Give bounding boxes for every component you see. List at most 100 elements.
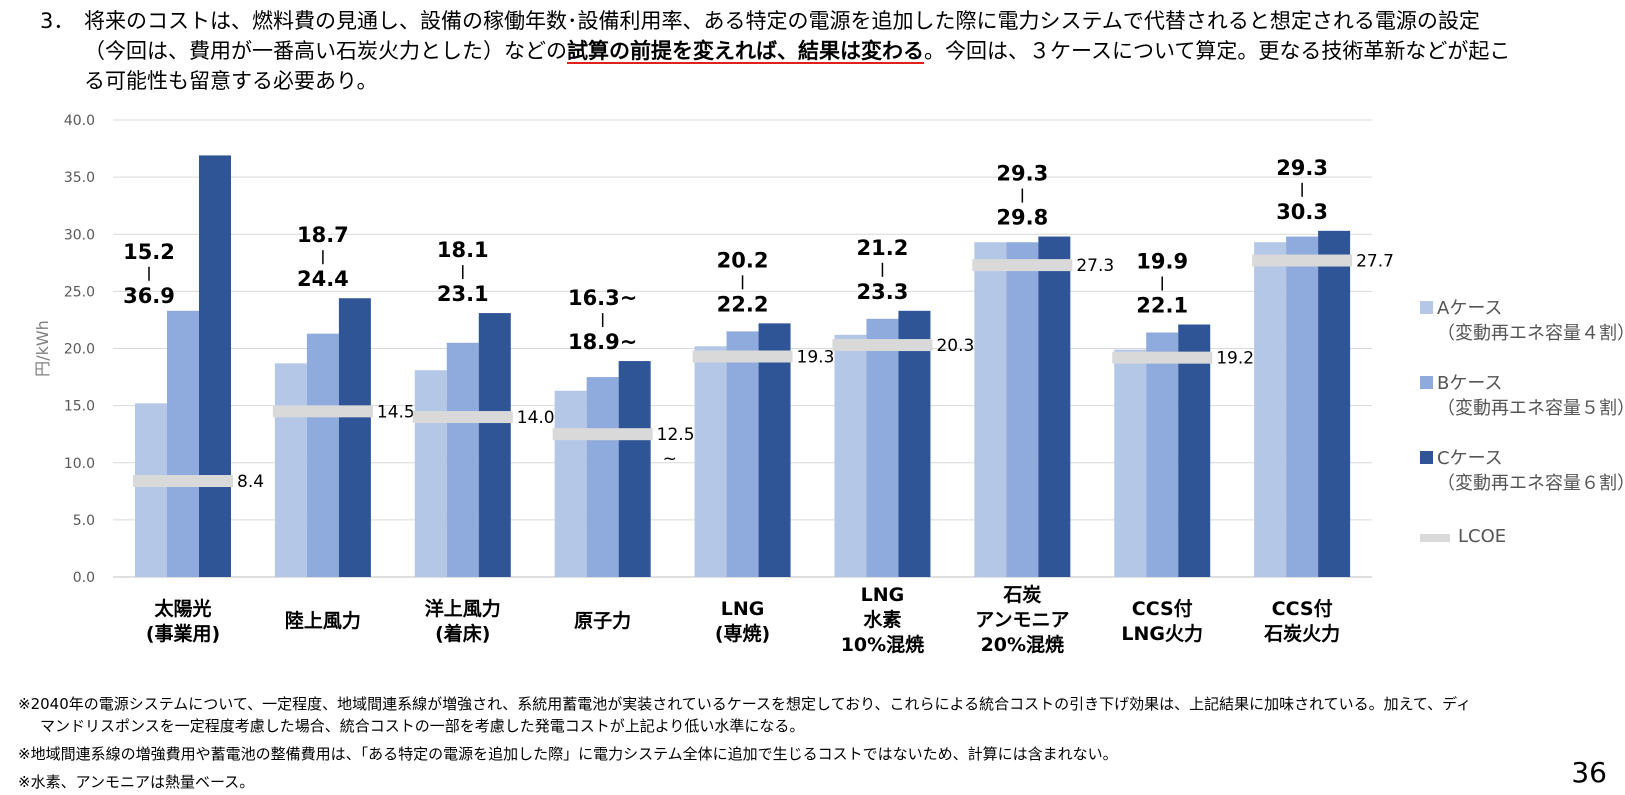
range-label-bottom: 22.1 [1136, 294, 1188, 318]
bar-a [1254, 242, 1287, 577]
legend-label-c: Cケース [1437, 448, 1503, 469]
range-label-top: 29.3 [996, 162, 1048, 186]
header-number: 3． [40, 9, 75, 33]
range-label-bottom: 23.1 [437, 282, 489, 306]
y-tick-label: 10.0 [64, 456, 95, 472]
y-tick-label: 40.0 [64, 113, 95, 129]
bar-a [694, 346, 727, 577]
range-label-bottom: 30.3 [1276, 200, 1328, 224]
bar-b [1146, 332, 1179, 577]
x-category-label: 陸上風力 [285, 609, 361, 632]
bar-c [898, 310, 931, 577]
lcoe-label: 27.3 [1076, 256, 1114, 276]
bar-c [618, 361, 651, 577]
x-category-label: (専焼) [715, 622, 770, 645]
bar-c [758, 323, 791, 577]
lcoe-label: 27.7 [1356, 252, 1394, 272]
range-label-top: 18.7 [297, 223, 349, 247]
range-label-top: 16.3~ [568, 286, 637, 310]
lcoe-marker [272, 405, 373, 418]
legend-swatch-a [1420, 301, 1433, 314]
x-category-label: 水素 [863, 608, 901, 631]
range-label-bottom: 36.9 [123, 284, 175, 308]
lcoe-label: 14.5 [377, 402, 415, 422]
legend-desc-b: （変動再エネ容量５割） [1437, 398, 1625, 419]
bar-c [1178, 324, 1211, 577]
bar-a [554, 390, 587, 577]
bar-b [726, 331, 759, 577]
footnote-1: ※2040年の電源システムについて、一定程度、地域間連系線が増強され、系統用蓄電… [18, 695, 1472, 713]
legend-desc-a: （変動再エネ容量４割） [1437, 323, 1625, 344]
lcoe-label: 12.5 [657, 425, 695, 445]
legend-label-b: Bケース [1437, 373, 1503, 394]
x-category-label: 石炭火力 [1263, 622, 1340, 645]
legend-desc-c: （変動再エネ容量６割） [1437, 473, 1625, 494]
footnote-1-cont: マンドリスポンスを一定程度考慮した場合、統合コストの一部を考慮した発電コストが上… [40, 717, 805, 735]
y-axis-title: 円/kWh [33, 320, 52, 377]
x-category-label: LNG火力 [1121, 622, 1203, 645]
footnote-2: ※地域間連系線の増強費用や蓄電池の整備費用は、「ある特定の電源を追加した際」に電… [18, 745, 1118, 763]
legend-swatch-lcoe [1420, 534, 1450, 542]
bar-c [338, 298, 371, 577]
y-tick-label: 5.0 [73, 513, 95, 529]
bar-b [1286, 236, 1319, 577]
bar-c [478, 313, 511, 577]
header-line-2-post: 。今回は、３ケースについて算定。更なる技術革新などが起こ [924, 39, 1511, 63]
x-category-label: (事業用) [146, 622, 220, 645]
y-tick-label: 15.0 [64, 399, 95, 415]
range-label-top: 20.2 [717, 248, 769, 272]
range-label-bottom: 29.8 [996, 206, 1048, 230]
x-category-label: CCS付 [1272, 597, 1333, 620]
range-label-top: 29.3 [1276, 156, 1328, 180]
bar-a [414, 370, 447, 577]
lcoe-label: 19.2 [1216, 349, 1254, 369]
cost-bar-chart: 0.0 5.0 10.0 15.0 20.0 25.0 30.0 35.0 40.0 円/kWh 8… [33, 113, 1394, 656]
x-category-label: アンモニア [975, 609, 1069, 631]
bar-b [1006, 242, 1039, 577]
lcoe-label: 8.4 [237, 472, 264, 492]
bar-b [446, 342, 479, 577]
lcoe-marker [972, 259, 1073, 272]
x-category-label: 石炭 [1002, 584, 1041, 606]
x-category-label: CCS付 [1132, 597, 1193, 620]
legend-swatch-c [1420, 451, 1433, 464]
x-category-label: 太陽光 [154, 597, 211, 620]
range-label-top: 18.1 [437, 238, 489, 262]
range-label-bottom: 22.2 [717, 292, 769, 316]
range-label-bottom: 24.4 [297, 267, 349, 291]
header-line-2-pre: （今回は、費用が一番高い石炭火力とした）などの [84, 39, 567, 63]
lcoe-marker [1252, 254, 1353, 267]
footnotes: ※2040年の電源システムについて、一定程度、地域間連系線が増強され、系統用蓄電… [18, 693, 1598, 793]
lcoe-marker [133, 475, 233, 488]
lcoe-marker [1112, 351, 1213, 364]
legend-swatch-b [1420, 376, 1433, 389]
bar-c [199, 155, 231, 578]
bar-a [1114, 349, 1147, 577]
header-text: 将来のコストは、燃料費の見通し、設備の稼働年数･設備利用率、ある特定の電源を追加… [84, 6, 1614, 96]
x-category-label: 洋上風力 [425, 597, 501, 620]
x-category-label: 20%混焼 [981, 633, 1064, 656]
lcoe-label: 20.3 [936, 336, 974, 356]
x-category-label: LNG [861, 584, 905, 606]
bar-b [866, 318, 899, 577]
bar-b [306, 333, 339, 577]
bar-a [274, 363, 307, 577]
footnote-3: ※水素、アンモニアは熱量ベース。 [18, 773, 255, 791]
range-label-top: 21.2 [857, 236, 909, 260]
lcoe-marker [832, 339, 933, 352]
lcoe-marker [412, 411, 513, 424]
header-line-1: 将来のコストは、燃料費の見通し、設備の稼働年数･設備利用率、ある特定の電源を追加… [84, 9, 1480, 33]
bar-c [1038, 236, 1071, 577]
header-emphasis: 試算の前提を変えれば、結果は変わる [567, 39, 924, 63]
y-tick-label: 25.0 [64, 284, 95, 300]
range-label-top: 19.9 [1136, 250, 1188, 274]
lcoe-label: 14.0 [517, 408, 555, 428]
bar-a [834, 334, 867, 577]
bar-b [586, 377, 619, 577]
bar-a [135, 403, 167, 577]
header-line-3: る可能性も留意する必要あり。 [84, 69, 378, 93]
bar-a [974, 242, 1007, 577]
y-tick-label: 30.0 [64, 227, 95, 243]
x-category-label: LNG [721, 598, 765, 620]
bar-b [167, 310, 199, 577]
